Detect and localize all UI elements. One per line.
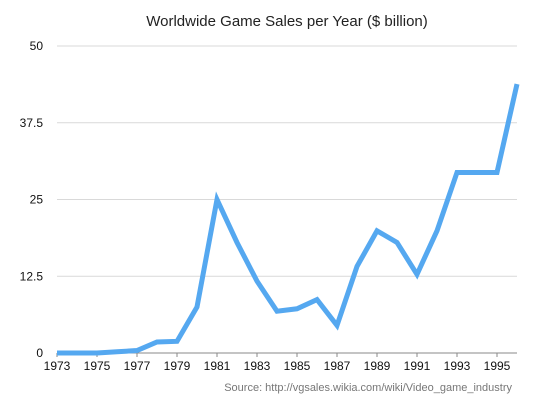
- x-tick-label: 1979: [164, 359, 191, 373]
- y-tick-label: 50: [30, 39, 44, 53]
- x-tick-label: 1973: [44, 359, 71, 373]
- y-tick-label: 12.5: [20, 269, 44, 283]
- gridlines: [57, 45, 517, 354]
- x-tick-label: 1995: [484, 359, 511, 373]
- y-axis-ticks: 0 12.5 25 37.5 50: [20, 39, 44, 360]
- x-tick-label: 1975: [84, 359, 111, 373]
- x-axis-ticks: 1973 1975 1977 1979 1981 1983 1985 1987 1989 1991…: [44, 353, 511, 373]
- series-line: [57, 83, 520, 356]
- x-tick-label: 1993: [444, 359, 471, 373]
- chart-title: Worldwide Game Sales per Year ($ billion…: [146, 13, 428, 30]
- x-tick-label: 1981: [204, 359, 231, 373]
- y-tick-label: 25: [30, 193, 44, 207]
- source-note: Source: http://vgsales.wikia.com/wiki/Vi…: [224, 382, 512, 394]
- y-tick-label: 0: [36, 346, 43, 360]
- y-tick-label: 37.5: [20, 116, 44, 130]
- x-tick-label: 1991: [404, 359, 431, 373]
- x-tick-label: 1977: [124, 359, 151, 373]
- x-tick-label: 1987: [324, 359, 351, 373]
- x-tick-label: 1985: [284, 359, 311, 373]
- x-tick-label: 1983: [244, 359, 271, 373]
- series-lines: [57, 83, 520, 356]
- x-tick-label: 1989: [364, 359, 391, 373]
